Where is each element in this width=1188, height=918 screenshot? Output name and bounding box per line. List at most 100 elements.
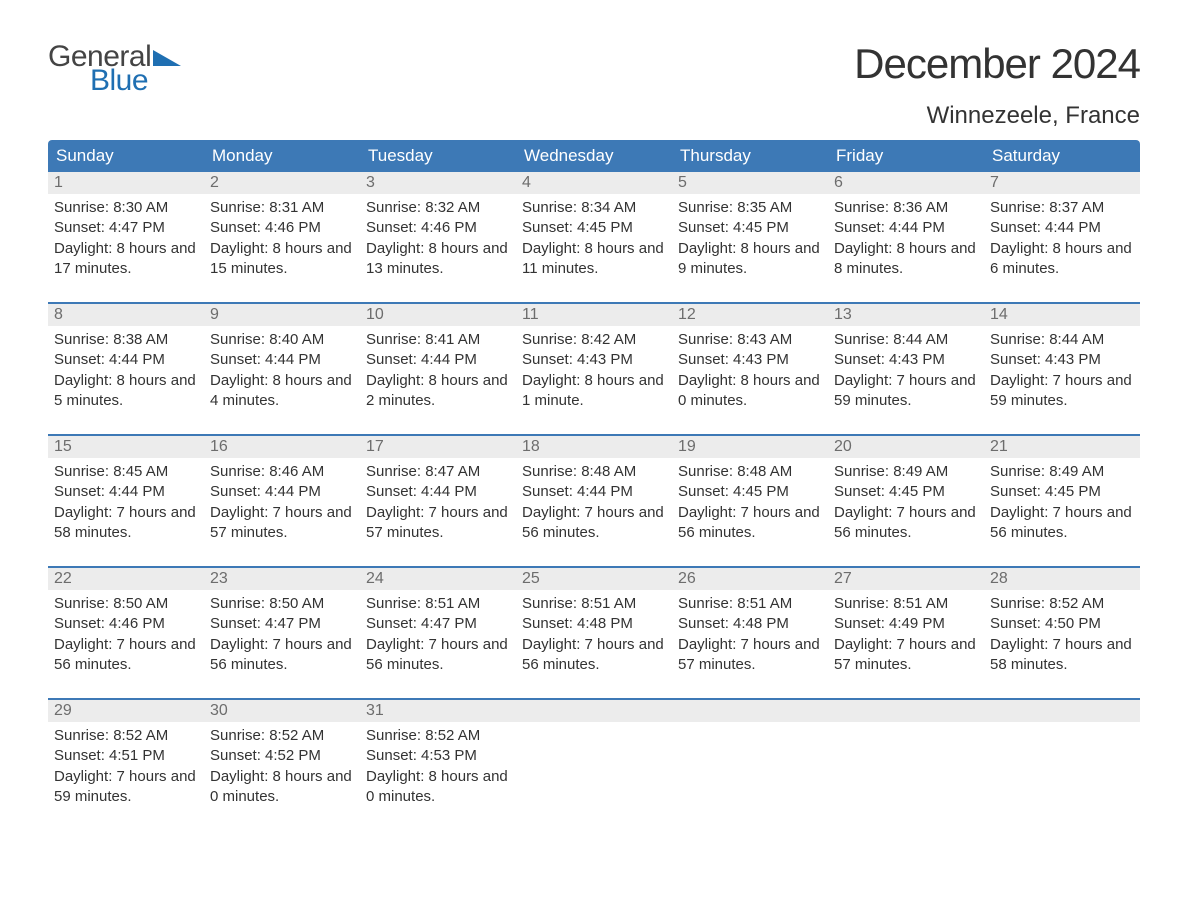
- sunrise-line: Sunrise: 8:41 AM: [366, 330, 510, 350]
- calendar: SundayMondayTuesdayWednesdayThursdayFrid…: [48, 140, 1140, 818]
- daylight-line: Daylight: 8 hours and 0 minutes.: [210, 767, 354, 808]
- day-cell: Sunrise: 8:49 AMSunset: 4:45 PMDaylight:…: [828, 458, 984, 554]
- day-cell: Sunrise: 8:48 AMSunset: 4:45 PMDaylight:…: [672, 458, 828, 554]
- sunrise-line: Sunrise: 8:45 AM: [54, 462, 198, 482]
- day-cell: Sunrise: 8:52 AMSunset: 4:53 PMDaylight:…: [360, 722, 516, 818]
- day-number: 23: [204, 568, 360, 590]
- sunset-line: Sunset: 4:45 PM: [522, 218, 666, 238]
- header: General Blue December 2024 Winnezeele, F…: [48, 40, 1140, 130]
- day-cell: Sunrise: 8:52 AMSunset: 4:51 PMDaylight:…: [48, 722, 204, 818]
- day-number: 17: [360, 436, 516, 458]
- sunrise-line: Sunrise: 8:50 AM: [54, 594, 198, 614]
- day-cell: Sunrise: 8:52 AMSunset: 4:52 PMDaylight:…: [204, 722, 360, 818]
- sunset-line: Sunset: 4:45 PM: [834, 482, 978, 502]
- sunset-line: Sunset: 4:43 PM: [834, 350, 978, 370]
- sunset-line: Sunset: 4:50 PM: [990, 614, 1134, 634]
- day-cell: Sunrise: 8:34 AMSunset: 4:45 PMDaylight:…: [516, 194, 672, 290]
- day-number: 16: [204, 436, 360, 458]
- calendar-header-cell: Saturday: [984, 140, 1140, 172]
- day-number: 14: [984, 304, 1140, 326]
- day-number: 26: [672, 568, 828, 590]
- day-cell: Sunrise: 8:30 AMSunset: 4:47 PMDaylight:…: [48, 194, 204, 290]
- day-cell: Sunrise: 8:38 AMSunset: 4:44 PMDaylight:…: [48, 326, 204, 422]
- sunset-line: Sunset: 4:43 PM: [678, 350, 822, 370]
- daylight-line: Daylight: 7 hours and 57 minutes.: [834, 635, 978, 676]
- sunset-line: Sunset: 4:46 PM: [210, 218, 354, 238]
- calendar-header-row: SundayMondayTuesdayWednesdayThursdayFrid…: [48, 140, 1140, 172]
- day-cell: [672, 722, 828, 818]
- daylight-line: Daylight: 7 hours and 56 minutes.: [678, 503, 822, 544]
- daylight-line: Daylight: 7 hours and 56 minutes.: [366, 635, 510, 676]
- logo: General Blue: [48, 40, 181, 98]
- page-title: December 2024: [854, 40, 1140, 88]
- day-cell: Sunrise: 8:31 AMSunset: 4:46 PMDaylight:…: [204, 194, 360, 290]
- calendar-header-cell: Monday: [204, 140, 360, 172]
- sunrise-line: Sunrise: 8:51 AM: [366, 594, 510, 614]
- day-cell: [984, 722, 1140, 818]
- day-cell: Sunrise: 8:41 AMSunset: 4:44 PMDaylight:…: [360, 326, 516, 422]
- day-number: 24: [360, 568, 516, 590]
- day-number: 12: [672, 304, 828, 326]
- day-number: 3: [360, 172, 516, 194]
- day-cell: Sunrise: 8:43 AMSunset: 4:43 PMDaylight:…: [672, 326, 828, 422]
- day-number: 31: [360, 700, 516, 722]
- day-body-row: Sunrise: 8:38 AMSunset: 4:44 PMDaylight:…: [48, 326, 1140, 422]
- day-number: 2: [204, 172, 360, 194]
- day-cell: Sunrise: 8:50 AMSunset: 4:47 PMDaylight:…: [204, 590, 360, 686]
- sunrise-line: Sunrise: 8:36 AM: [834, 198, 978, 218]
- sunrise-line: Sunrise: 8:49 AM: [834, 462, 978, 482]
- day-number: 25: [516, 568, 672, 590]
- calendar-header-cell: Wednesday: [516, 140, 672, 172]
- calendar-header-cell: Sunday: [48, 140, 204, 172]
- sunrise-line: Sunrise: 8:51 AM: [678, 594, 822, 614]
- sunrise-line: Sunrise: 8:52 AM: [210, 726, 354, 746]
- daylight-line: Daylight: 8 hours and 5 minutes.: [54, 371, 198, 412]
- day-cell: Sunrise: 8:45 AMSunset: 4:44 PMDaylight:…: [48, 458, 204, 554]
- day-number: 5: [672, 172, 828, 194]
- sunrise-line: Sunrise: 8:37 AM: [990, 198, 1134, 218]
- sunrise-line: Sunrise: 8:32 AM: [366, 198, 510, 218]
- day-cell: [828, 722, 984, 818]
- sunrise-line: Sunrise: 8:47 AM: [366, 462, 510, 482]
- sunset-line: Sunset: 4:45 PM: [678, 482, 822, 502]
- day-cell: Sunrise: 8:37 AMSunset: 4:44 PMDaylight:…: [984, 194, 1140, 290]
- sunset-line: Sunset: 4:47 PM: [54, 218, 198, 238]
- day-number: 30: [204, 700, 360, 722]
- sunrise-line: Sunrise: 8:43 AM: [678, 330, 822, 350]
- sunset-line: Sunset: 4:44 PM: [54, 350, 198, 370]
- daylight-line: Daylight: 8 hours and 9 minutes.: [678, 239, 822, 280]
- daylight-line: Daylight: 7 hours and 56 minutes.: [522, 635, 666, 676]
- daylight-line: Daylight: 7 hours and 57 minutes.: [678, 635, 822, 676]
- day-cell: Sunrise: 8:36 AMSunset: 4:44 PMDaylight:…: [828, 194, 984, 290]
- day-cell: Sunrise: 8:47 AMSunset: 4:44 PMDaylight:…: [360, 458, 516, 554]
- sunset-line: Sunset: 4:52 PM: [210, 746, 354, 766]
- day-number-row: 15161718192021: [48, 436, 1140, 458]
- day-cell: Sunrise: 8:32 AMSunset: 4:46 PMDaylight:…: [360, 194, 516, 290]
- day-cell: Sunrise: 8:51 AMSunset: 4:48 PMDaylight:…: [516, 590, 672, 686]
- day-number: 11: [516, 304, 672, 326]
- daylight-line: Daylight: 8 hours and 6 minutes.: [990, 239, 1134, 280]
- daylight-line: Daylight: 7 hours and 56 minutes.: [54, 635, 198, 676]
- day-cell: [516, 722, 672, 818]
- sunset-line: Sunset: 4:45 PM: [990, 482, 1134, 502]
- sunrise-line: Sunrise: 8:50 AM: [210, 594, 354, 614]
- day-cell: Sunrise: 8:44 AMSunset: 4:43 PMDaylight:…: [828, 326, 984, 422]
- day-number-row: 1234567: [48, 172, 1140, 194]
- calendar-header-cell: Tuesday: [360, 140, 516, 172]
- sunrise-line: Sunrise: 8:35 AM: [678, 198, 822, 218]
- sunrise-line: Sunrise: 8:51 AM: [522, 594, 666, 614]
- day-cell: Sunrise: 8:35 AMSunset: 4:45 PMDaylight:…: [672, 194, 828, 290]
- day-number: [828, 700, 984, 722]
- sunset-line: Sunset: 4:44 PM: [522, 482, 666, 502]
- title-block: December 2024 Winnezeele, France: [854, 40, 1140, 130]
- calendar-week: 891011121314Sunrise: 8:38 AMSunset: 4:44…: [48, 302, 1140, 422]
- day-cell: Sunrise: 8:51 AMSunset: 4:49 PMDaylight:…: [828, 590, 984, 686]
- sunset-line: Sunset: 4:44 PM: [210, 350, 354, 370]
- calendar-week: 22232425262728Sunrise: 8:50 AMSunset: 4:…: [48, 566, 1140, 686]
- day-number: 18: [516, 436, 672, 458]
- day-number: [672, 700, 828, 722]
- calendar-header-cell: Thursday: [672, 140, 828, 172]
- daylight-line: Daylight: 8 hours and 1 minute.: [522, 371, 666, 412]
- calendar-week: 1234567Sunrise: 8:30 AMSunset: 4:47 PMDa…: [48, 172, 1140, 290]
- day-cell: Sunrise: 8:44 AMSunset: 4:43 PMDaylight:…: [984, 326, 1140, 422]
